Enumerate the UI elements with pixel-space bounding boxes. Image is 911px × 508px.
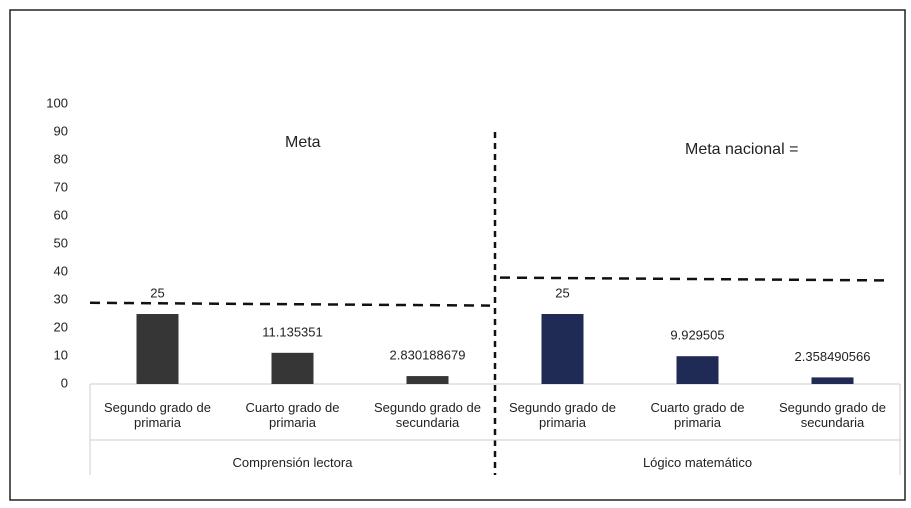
bar	[811, 377, 854, 384]
bar	[676, 356, 719, 384]
group-label: Comprensión lectora	[232, 455, 353, 470]
bar	[271, 352, 314, 384]
bar	[541, 314, 584, 384]
annotation: Meta	[285, 134, 321, 151]
y-tick-label: 70	[54, 179, 68, 194]
data-label: 9.929505	[670, 328, 724, 343]
y-tick-label: 10	[54, 347, 68, 362]
bar	[136, 314, 179, 384]
x-tick-label: Segundo grado de secundaria	[374, 400, 481, 430]
y-tick-label: 30	[54, 291, 68, 306]
y-tick-label: 60	[54, 207, 68, 222]
group-label: Lógico matemático	[642, 455, 753, 470]
data-label: 25	[150, 285, 164, 300]
frame	[9, 9, 906, 501]
y-tick-label: 0	[61, 375, 68, 390]
x-tick-label: Segundo grado de primaria	[509, 400, 616, 430]
data-label: 11.135351	[262, 324, 323, 339]
y-tick-label: 20	[54, 319, 68, 334]
bar	[406, 376, 449, 384]
y-tick-label: 40	[54, 263, 68, 278]
data-label: 2.358490566	[795, 349, 871, 364]
x-tick-label: Cuarto grado de primaria	[650, 400, 745, 430]
y-tick-label: 100	[46, 95, 68, 110]
y-tick-label: 50	[54, 235, 68, 250]
goal-line	[499, 276, 886, 282]
y-tick-label: 90	[54, 123, 68, 138]
goal-line	[89, 301, 491, 307]
annotation: Meta nacional =	[685, 141, 798, 158]
x-tick-label: Segundo grado de secundaria	[779, 400, 886, 430]
data-label: 25	[555, 285, 569, 300]
x-tick-label: Segundo grado de primaria	[104, 400, 211, 430]
y-tick-label: 80	[54, 151, 68, 166]
data-label: 2.830188679	[390, 348, 466, 363]
x-tick-label: Cuarto grado de primaria	[245, 400, 340, 430]
